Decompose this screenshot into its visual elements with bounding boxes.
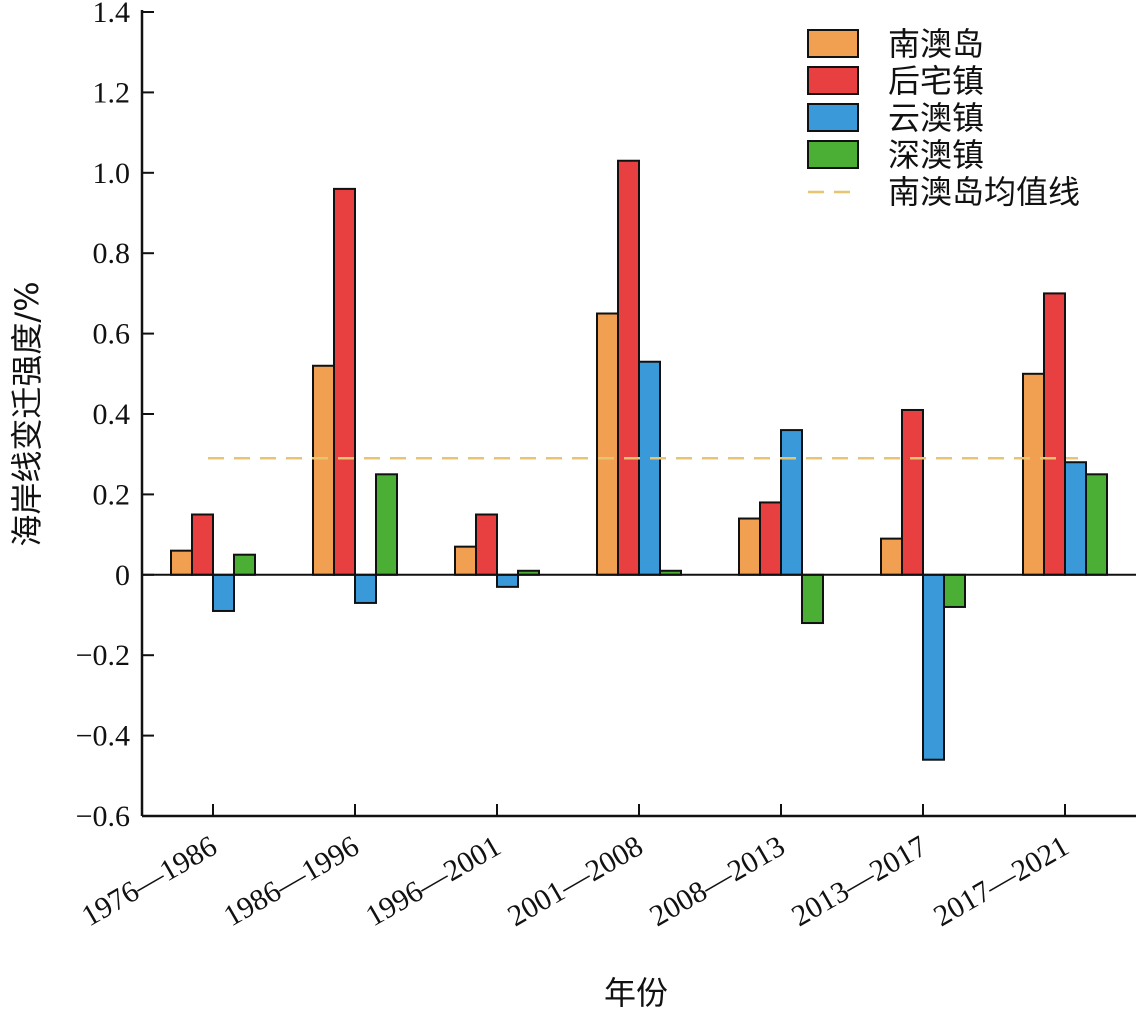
bar-3-5: [780, 429, 803, 576]
bars-group: [170, 159, 1108, 761]
bar-1-4: [596, 312, 619, 576]
bar-2-6: [901, 408, 924, 576]
bar-2-3: [475, 513, 498, 576]
y-tick-label: 1.2: [93, 76, 131, 109]
x-tick-label: 1986—1996: [218, 829, 364, 933]
bar-2-2: [333, 187, 356, 576]
bar-3-1: [212, 573, 235, 612]
legend-swatch-1: [807, 29, 859, 58]
legend-label-1: 南澳岛: [888, 25, 984, 63]
y-tick-label: 0: [115, 559, 130, 592]
legend-label-4: 深澳镇: [888, 136, 984, 174]
y-tick-label: −0.4: [76, 720, 130, 753]
y-tick-label: 1.0: [93, 157, 131, 190]
bar-3-7: [1064, 461, 1087, 576]
bar-2-7: [1043, 292, 1066, 576]
bar-2-5: [759, 501, 782, 576]
x-axis-title: 年份: [604, 974, 668, 1012]
legend-swatch-3: [807, 103, 859, 132]
bar-1-7: [1022, 372, 1045, 576]
y-tick-label: −0.6: [76, 800, 130, 833]
bar-4-5: [801, 573, 824, 625]
y-tick-label: 1.4: [93, 0, 131, 29]
bar-3-4: [638, 360, 661, 576]
legend-label-2: 后宅镇: [888, 62, 984, 100]
bar-4-7: [1085, 473, 1108, 576]
x-tick-label: 2017—2021: [928, 829, 1074, 933]
bar-1-3: [454, 545, 477, 576]
y-tick-label: 0.4: [93, 398, 131, 431]
bar-1-2: [312, 364, 335, 576]
y-tick-label: 0.6: [93, 318, 131, 351]
bar-2-1: [191, 513, 214, 576]
legend-label-3: 云澳镇: [888, 99, 984, 137]
y-tick-label: −0.2: [76, 639, 130, 672]
bar-1-6: [880, 537, 903, 576]
bar-3-3: [496, 573, 519, 588]
y-tick-label: 0.8: [93, 237, 131, 270]
y-tick-label: 0.2: [93, 478, 131, 511]
y-axis-title: 海岸线变迁强度/%: [8, 281, 46, 546]
legend-label-reference: 南澳岛均值线: [888, 173, 1080, 211]
x-tick-label: 2013—2017: [786, 829, 932, 933]
bar-1-5: [738, 517, 761, 576]
x-tick-label: 2001—2008: [502, 829, 648, 933]
bar-4-2: [375, 473, 398, 576]
bar-3-2: [354, 573, 377, 604]
legend-swatch-2: [807, 66, 859, 95]
bar-2-4: [617, 159, 640, 576]
bar-4-1: [233, 553, 256, 576]
x-tick-label: 1976—1986: [76, 829, 222, 933]
bar-4-6: [943, 573, 966, 608]
x-tick-label: 1996—2001: [360, 829, 506, 933]
x-tick-label: 2008—2013: [644, 829, 790, 933]
bar-3-6: [922, 573, 945, 761]
bar-1-1: [170, 549, 193, 576]
legend-swatch-4: [807, 140, 859, 169]
